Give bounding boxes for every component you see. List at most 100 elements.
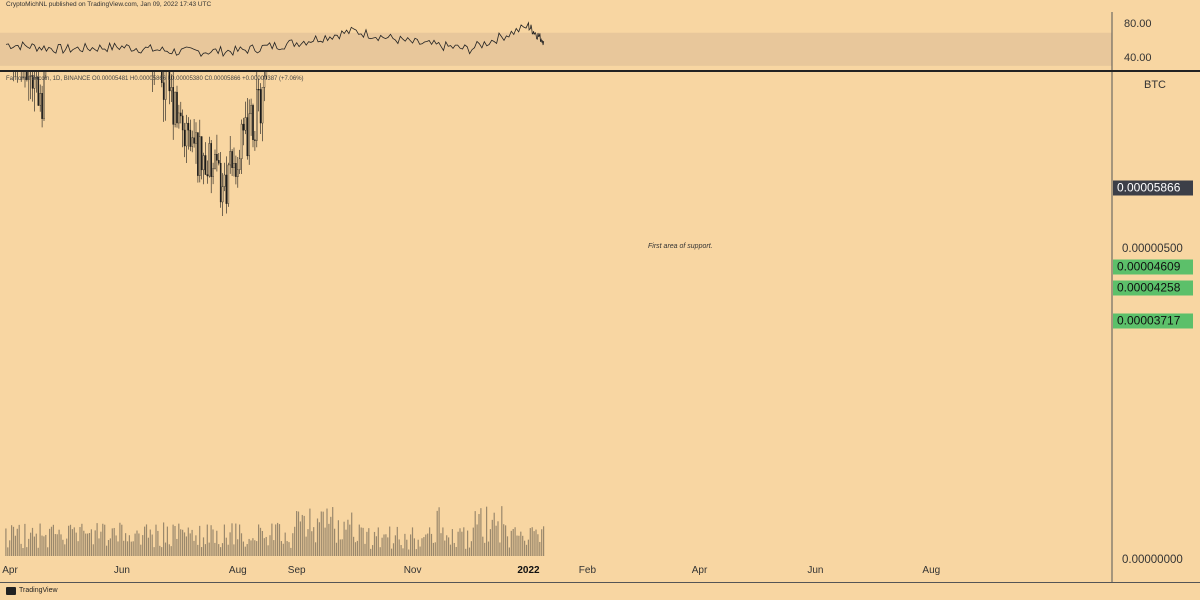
candle bbox=[206, 160, 209, 184]
candle bbox=[246, 97, 249, 160]
brand-text: TradingView bbox=[19, 587, 58, 594]
volume-bar bbox=[256, 541, 258, 556]
volume-bar bbox=[252, 538, 254, 556]
volume-bar bbox=[22, 548, 24, 556]
volume-bar bbox=[178, 523, 180, 556]
volume-bar bbox=[45, 534, 47, 556]
volume-bar bbox=[468, 547, 471, 556]
attribution-text: CryptoMichNL published on TradingView.co… bbox=[6, 1, 212, 8]
volume-bar bbox=[529, 528, 531, 556]
volume-bar bbox=[491, 519, 493, 556]
volume-bar bbox=[288, 542, 290, 556]
volume-bar bbox=[362, 527, 364, 556]
volume-bar bbox=[373, 531, 376, 556]
volume-bar bbox=[273, 540, 275, 556]
candle bbox=[198, 119, 201, 183]
candle bbox=[217, 152, 220, 166]
volume-bar bbox=[69, 524, 72, 556]
volume-bar bbox=[130, 541, 132, 556]
volume-bar bbox=[267, 545, 269, 556]
price-chart[interactable] bbox=[0, 72, 1200, 582]
volume-bar bbox=[201, 547, 203, 556]
volume-bar bbox=[170, 546, 172, 556]
volume-bar bbox=[204, 544, 206, 556]
volume-bar bbox=[408, 549, 410, 556]
volume-bar bbox=[26, 547, 28, 556]
currency-label: BTC bbox=[1144, 79, 1166, 91]
volume-bar bbox=[385, 534, 387, 556]
x-tick-label: 2022 bbox=[517, 565, 540, 576]
volume-bar bbox=[415, 549, 417, 556]
volume-bar bbox=[195, 535, 197, 556]
candle bbox=[29, 72, 32, 100]
volume-bar bbox=[421, 538, 423, 556]
volume-bar bbox=[258, 524, 260, 556]
volume-bar bbox=[235, 523, 237, 556]
volume-bar bbox=[278, 524, 281, 556]
volume-bar bbox=[351, 512, 353, 556]
volume-bar bbox=[126, 541, 129, 556]
volume-bar bbox=[254, 540, 256, 556]
volume-bar bbox=[391, 548, 393, 556]
candle bbox=[28, 72, 30, 101]
volume-bar bbox=[88, 533, 91, 556]
candle bbox=[210, 139, 213, 194]
candle bbox=[35, 72, 38, 93]
volume-bar bbox=[157, 530, 159, 556]
volume-bar bbox=[315, 542, 317, 556]
volume-bar bbox=[394, 535, 396, 556]
volume-bar bbox=[446, 535, 448, 556]
volume-bar bbox=[210, 525, 212, 556]
volume-bar bbox=[305, 536, 307, 556]
volume-bar bbox=[109, 538, 111, 556]
candle bbox=[39, 84, 41, 112]
volume-bar bbox=[518, 535, 520, 556]
volume-bar bbox=[531, 527, 533, 556]
volume-bar bbox=[322, 511, 324, 556]
candle bbox=[189, 119, 192, 152]
volume-bar bbox=[438, 507, 440, 556]
volume-bar bbox=[193, 540, 195, 556]
candle bbox=[185, 114, 188, 164]
candle bbox=[248, 99, 251, 165]
x-tick-label: Apr bbox=[2, 565, 18, 576]
volume-bar bbox=[396, 526, 398, 556]
volume-bar bbox=[174, 526, 176, 556]
volume-bar bbox=[182, 529, 184, 556]
volume-bar bbox=[497, 521, 499, 556]
volume-bar bbox=[5, 528, 7, 556]
volume-bar bbox=[354, 542, 357, 556]
volume-bar bbox=[28, 538, 30, 556]
candle bbox=[164, 72, 167, 121]
volume-bar bbox=[140, 544, 142, 556]
volume-bar bbox=[442, 527, 444, 556]
candle bbox=[229, 135, 232, 174]
volume-bar bbox=[449, 544, 452, 556]
volume-bar bbox=[339, 539, 341, 556]
volume-bar bbox=[233, 544, 235, 556]
candle bbox=[174, 91, 176, 128]
volume-bar bbox=[113, 527, 115, 556]
volume-bar bbox=[364, 543, 366, 556]
volume-bar bbox=[301, 514, 303, 556]
volume-bar bbox=[360, 527, 362, 556]
volume-bar bbox=[501, 506, 503, 556]
volume-bar bbox=[119, 522, 121, 556]
volume-bar bbox=[85, 533, 87, 556]
volume-bar bbox=[242, 541, 244, 556]
volume-bar bbox=[237, 539, 239, 556]
volume-bar bbox=[480, 508, 482, 556]
volume-bar bbox=[153, 547, 155, 556]
volume-bar bbox=[102, 523, 104, 556]
volume-bar bbox=[505, 525, 507, 556]
volume-bar bbox=[389, 526, 391, 556]
volume-bar bbox=[508, 547, 510, 556]
volume-bar bbox=[41, 535, 43, 556]
volume-bar bbox=[440, 533, 442, 556]
volume-bar bbox=[161, 547, 163, 556]
volume-bar bbox=[123, 540, 125, 556]
volume-bar bbox=[484, 542, 486, 556]
volume-bar bbox=[280, 541, 282, 556]
volume-bar bbox=[14, 535, 16, 556]
volume-bar bbox=[83, 530, 85, 556]
